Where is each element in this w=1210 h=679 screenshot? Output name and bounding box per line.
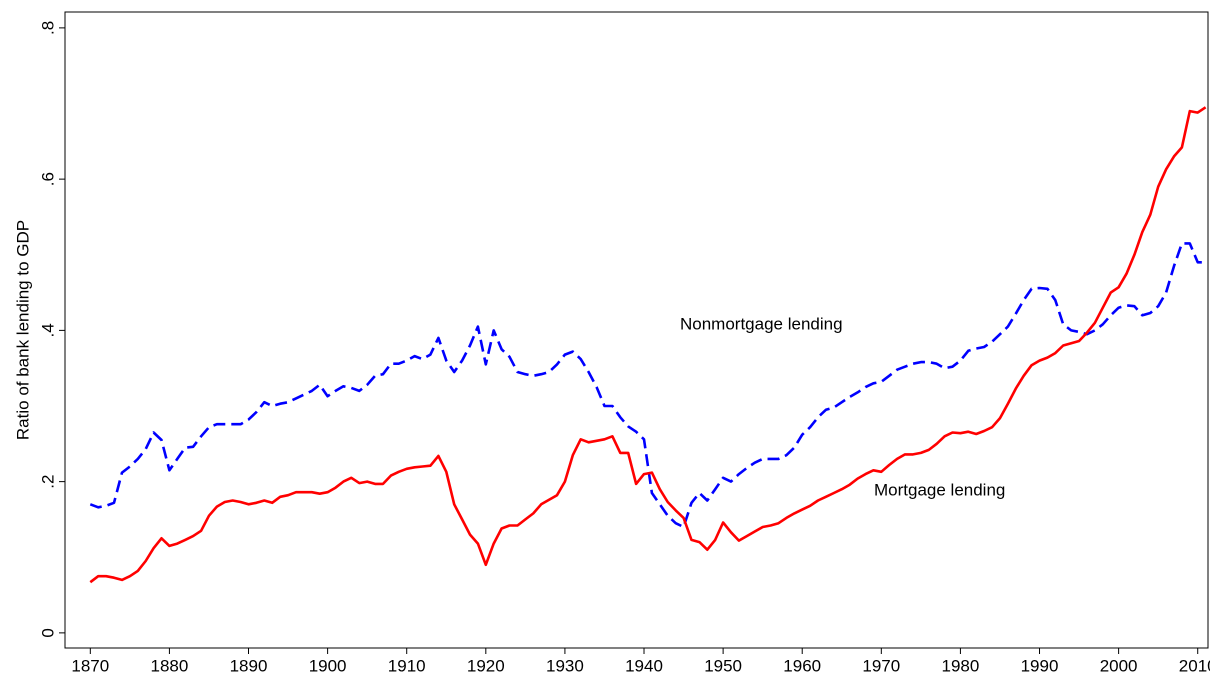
x-tick-label: 1930 (546, 656, 584, 675)
y-tick-label: .4 (38, 323, 57, 337)
y-tick-label: .6 (38, 172, 57, 186)
series-label: Nonmortgage lending (680, 314, 843, 333)
x-tick-label: 1940 (625, 656, 663, 675)
y-axis-label: Ratio of bank lending to GDP (13, 220, 32, 440)
x-tick-label: 1950 (704, 656, 742, 675)
x-tick-label: 1870 (71, 656, 109, 675)
x-tick-label: 2010 (1179, 656, 1210, 675)
plot-frame (64, 11, 1209, 649)
x-tick-label: 1880 (150, 656, 188, 675)
x-tick-label: 1990 (1021, 656, 1059, 675)
x-tick-label: 1980 (942, 656, 980, 675)
x-tick-label: 1970 (862, 656, 900, 675)
x-tick-label: 1960 (783, 656, 821, 675)
x-tick-label: 1920 (467, 656, 505, 675)
x-tick-label: 1910 (388, 656, 426, 675)
x-tick-label: 1900 (309, 656, 347, 675)
y-tick-label: .8 (38, 21, 57, 35)
y-tick-label: .2 (38, 475, 57, 489)
x-tick-label: 1890 (230, 656, 268, 675)
y-tick-label: 0 (38, 628, 57, 637)
x-tick-label: 2000 (1100, 656, 1138, 675)
series-label: Mortgage lending (874, 480, 1005, 499)
series-line (89, 242, 1206, 529)
series-line (89, 106, 1207, 584)
